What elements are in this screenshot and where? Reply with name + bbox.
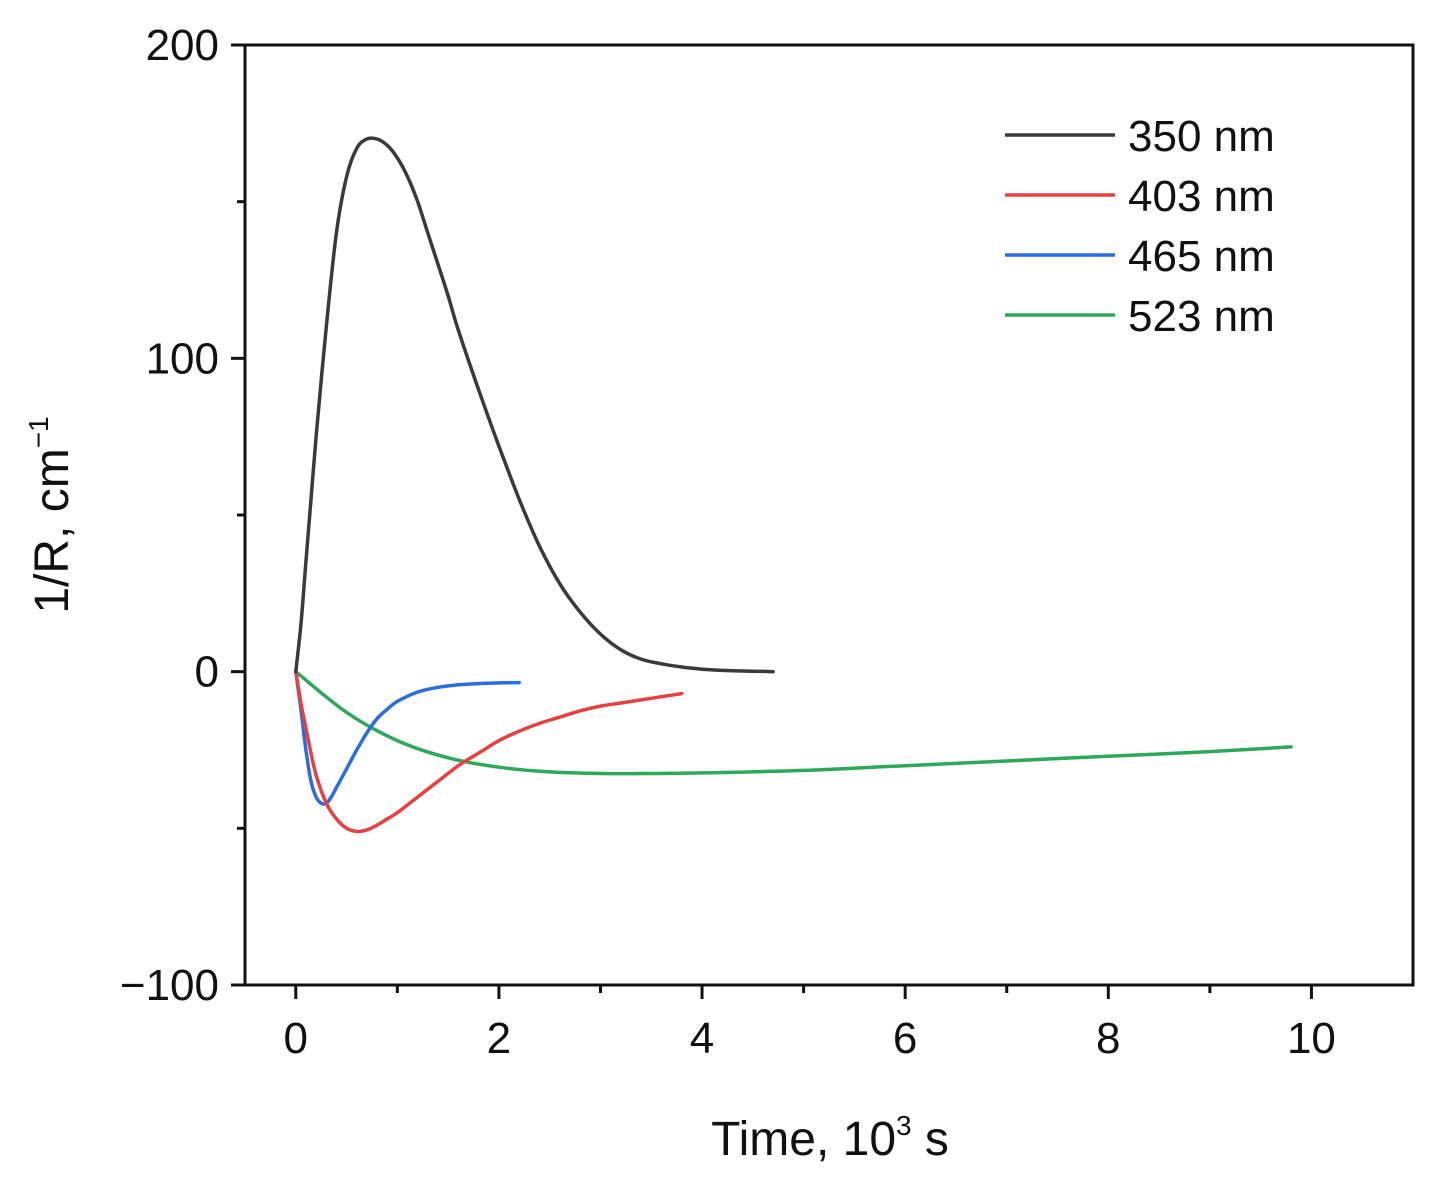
series-layer bbox=[294, 136, 1293, 834]
legend: 350 nm 403 nm 465 nm 523 nm bbox=[1005, 112, 1275, 341]
series-line-523-nm bbox=[294, 669, 1293, 776]
x-tick-label-4: 4 bbox=[690, 1014, 714, 1063]
y-tick-label-0: 0 bbox=[195, 648, 219, 697]
y-tick-label-100: 100 bbox=[146, 334, 219, 383]
legend-label-465-nm: 465 nm bbox=[1128, 232, 1275, 281]
y-tick-label-−100: −100 bbox=[120, 961, 219, 1010]
y-axis-title: 1/R, cm−1 bbox=[23, 416, 79, 613]
axes-layer: 0 2 4 6 8 10 −100 0 100 200 bbox=[120, 21, 1415, 1063]
series-line-403-nm bbox=[294, 669, 684, 834]
x-axis-title-unit: s bbox=[912, 1113, 949, 1166]
x-tick-label-2: 2 bbox=[487, 1014, 511, 1063]
x-tick-label-6: 6 bbox=[893, 1014, 917, 1063]
y-axis-title-superscript: −1 bbox=[23, 416, 54, 448]
x-tick-label-0: 0 bbox=[284, 1014, 308, 1063]
x-axis-title: Time, 103 s bbox=[711, 1110, 949, 1166]
x-axis-title-superscript: 3 bbox=[896, 1110, 912, 1141]
legend-label-523-nm: 523 nm bbox=[1128, 292, 1275, 341]
legend-label-403-nm: 403 nm bbox=[1128, 172, 1275, 221]
x-axis-title-base: Time, 10 bbox=[711, 1113, 896, 1166]
y-axis-title-base: 1/R, cm bbox=[26, 448, 79, 613]
y-tick-label-200: 200 bbox=[146, 21, 219, 70]
x-tick-label-10: 10 bbox=[1287, 1014, 1336, 1063]
x-tick-label-8: 8 bbox=[1096, 1014, 1120, 1063]
legend-label-350-nm: 350 nm bbox=[1128, 112, 1275, 161]
series-line-465-nm bbox=[294, 669, 521, 806]
series-line-350-nm bbox=[294, 136, 775, 674]
